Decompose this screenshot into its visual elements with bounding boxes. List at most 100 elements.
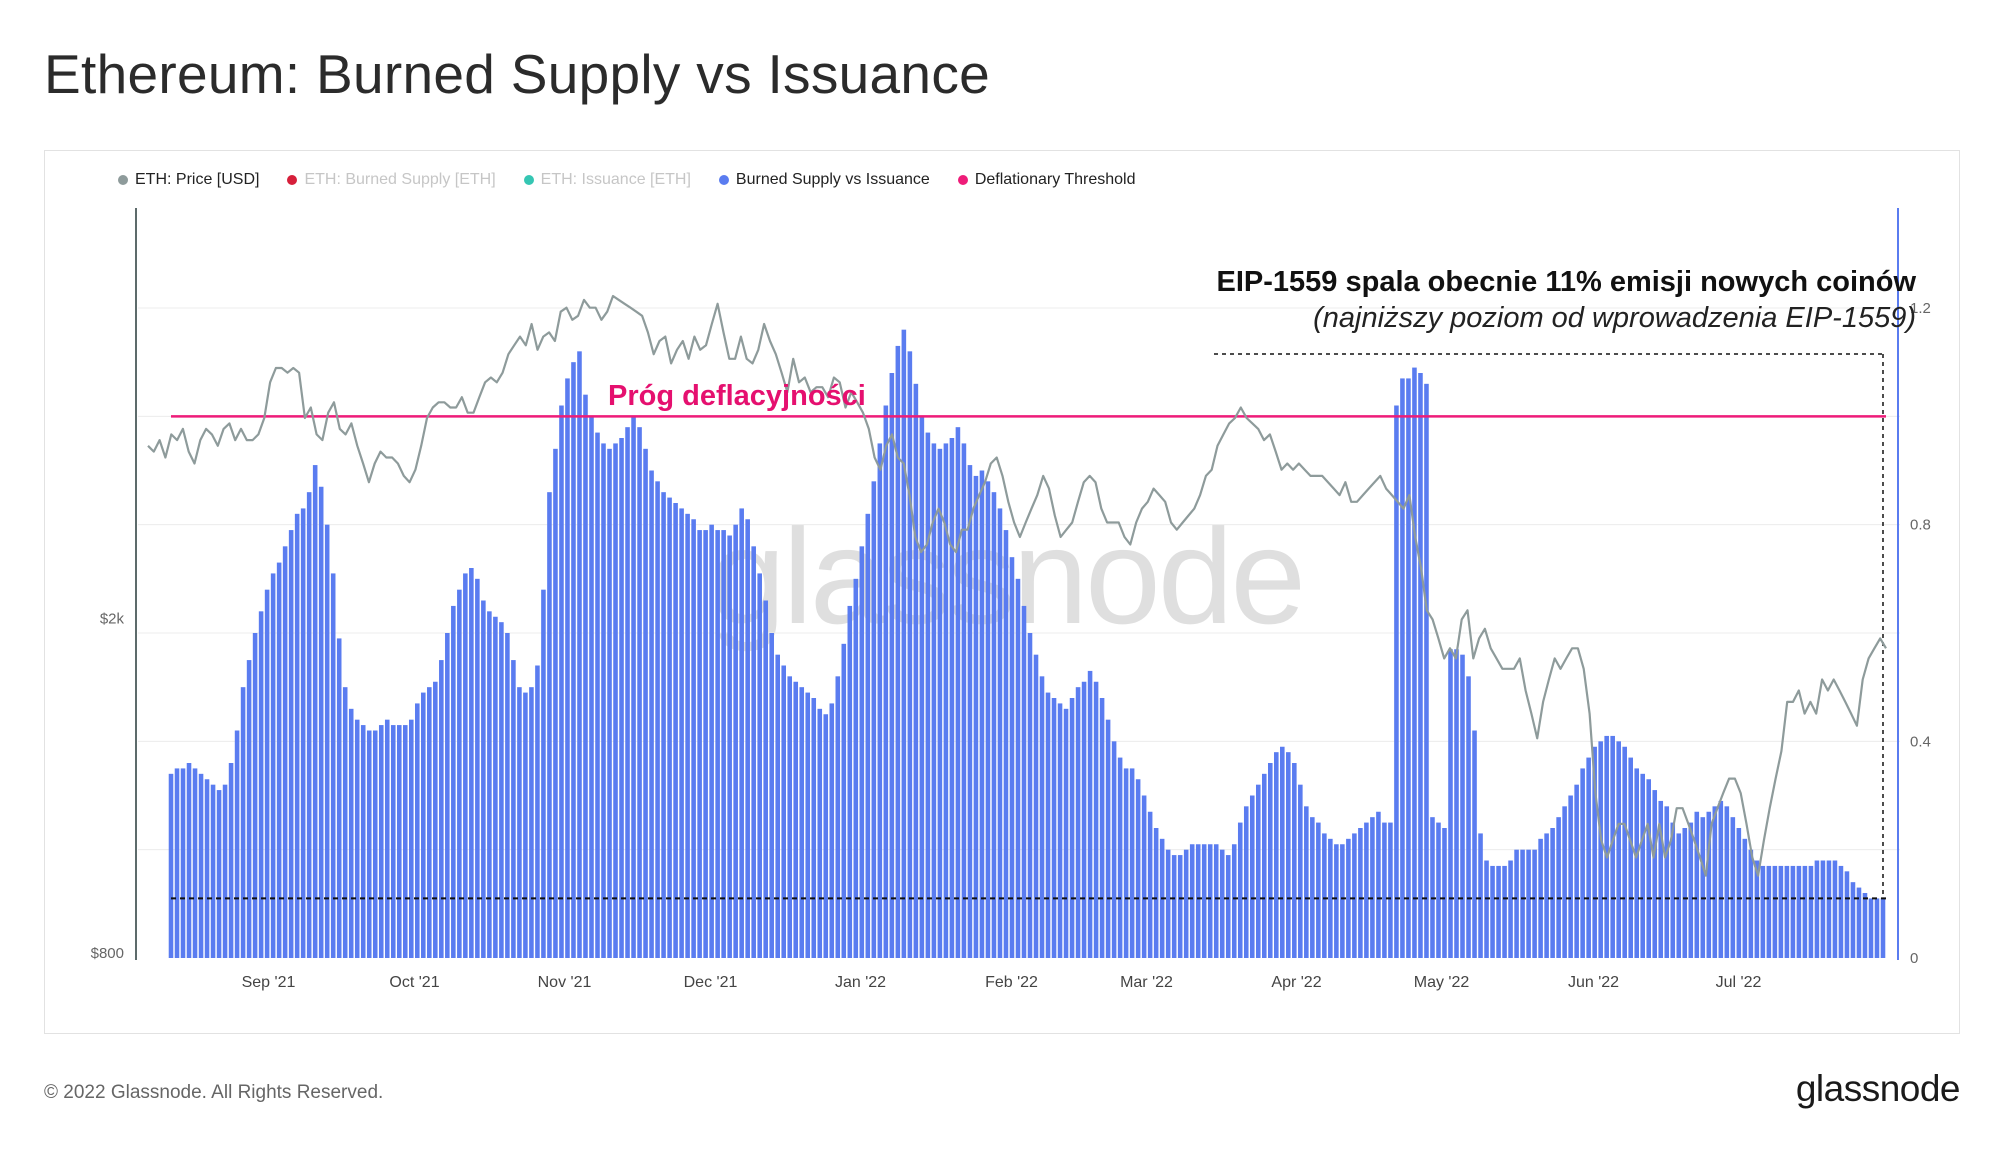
bar bbox=[949, 438, 955, 958]
bar bbox=[481, 600, 486, 958]
bar bbox=[204, 779, 210, 958]
bar bbox=[1748, 849, 1754, 958]
legend-item-deflationary-threshold[interactable]: Deflationary Threshold bbox=[957, 171, 1136, 189]
bar bbox=[1694, 811, 1700, 958]
bar bbox=[1850, 882, 1856, 958]
bar bbox=[1171, 855, 1177, 958]
bar bbox=[1051, 698, 1057, 958]
bar bbox=[1165, 849, 1171, 958]
bar bbox=[433, 681, 438, 958]
bar bbox=[1784, 865, 1790, 958]
bar bbox=[1706, 811, 1712, 958]
bar bbox=[505, 633, 510, 958]
legend-item-price[interactable]: ETH: Price [USD] bbox=[118, 171, 259, 189]
bar bbox=[745, 519, 750, 958]
bar bbox=[763, 600, 768, 958]
bar bbox=[907, 351, 913, 959]
bar bbox=[258, 611, 264, 958]
bar bbox=[1153, 828, 1159, 958]
bar bbox=[330, 573, 336, 958]
bar bbox=[655, 481, 660, 958]
bar bbox=[553, 448, 558, 958]
bar bbox=[757, 573, 762, 958]
bar bbox=[1682, 828, 1688, 958]
bar bbox=[463, 573, 468, 958]
bar bbox=[517, 687, 522, 958]
annotation-sub: (najniższy poziom od wprowadzenia EIP-15… bbox=[1313, 302, 1916, 334]
bar bbox=[1544, 833, 1549, 958]
bar bbox=[811, 698, 817, 958]
bar bbox=[1670, 822, 1676, 958]
bar bbox=[1640, 773, 1645, 958]
bar bbox=[931, 443, 937, 958]
price-line bbox=[147, 294, 1887, 877]
bar bbox=[1832, 860, 1838, 958]
bar bbox=[415, 703, 420, 958]
copyright: © 2022 Glassnode. All Rights Reserved. bbox=[44, 1082, 384, 1103]
bar bbox=[475, 578, 480, 958]
bar bbox=[1466, 676, 1471, 958]
bar bbox=[348, 708, 354, 958]
bar bbox=[1586, 757, 1591, 958]
axes: $800 $2k 0 0.4 0.8 1.2 Sep '21 Oct '21 Nov '21 De… bbox=[91, 208, 1931, 991]
bar bbox=[1430, 817, 1435, 958]
bar bbox=[1862, 893, 1868, 958]
bar bbox=[973, 475, 979, 958]
left-tick-label: $800 bbox=[91, 945, 124, 962]
bar bbox=[1316, 822, 1321, 958]
bar bbox=[1394, 405, 1399, 958]
bar-series bbox=[168, 329, 1886, 959]
bar bbox=[889, 373, 895, 958]
bar bbox=[264, 589, 270, 958]
bar bbox=[1562, 806, 1567, 958]
chart-frame bbox=[44, 150, 1960, 1034]
bar bbox=[336, 638, 342, 958]
bar bbox=[829, 703, 835, 958]
bar bbox=[1442, 828, 1447, 958]
right-tick-label: 0.4 bbox=[1910, 733, 1931, 750]
bar bbox=[1616, 741, 1621, 958]
bar bbox=[469, 568, 474, 958]
bar bbox=[727, 535, 732, 958]
legend-dot-deflationary-threshold bbox=[957, 175, 968, 185]
legend-item-burned-vs-issuance[interactable]: Burned Supply vs Issuance bbox=[718, 171, 930, 189]
bar bbox=[787, 676, 793, 958]
bar bbox=[1478, 833, 1483, 958]
bar bbox=[871, 481, 877, 958]
bar bbox=[1177, 855, 1183, 958]
bar bbox=[1826, 860, 1832, 958]
legend-item-burned-supply[interactable]: ETH: Burned Supply [ETH] bbox=[287, 171, 496, 189]
bar bbox=[186, 763, 192, 958]
bar bbox=[1117, 757, 1123, 958]
x-tick-label: Jul '22 bbox=[1716, 974, 1762, 991]
bar bbox=[985, 481, 991, 958]
bar bbox=[637, 427, 642, 958]
bar bbox=[859, 546, 865, 958]
bar bbox=[1526, 849, 1531, 958]
bar bbox=[613, 443, 618, 958]
bar bbox=[565, 378, 570, 958]
bar bbox=[421, 692, 426, 958]
bar bbox=[955, 427, 961, 958]
bar bbox=[823, 714, 829, 958]
bar bbox=[937, 448, 943, 958]
bar bbox=[1766, 865, 1772, 958]
bar bbox=[643, 448, 648, 958]
bar bbox=[901, 329, 907, 958]
legend-item-issuance[interactable]: ETH: Issuance [ETH] bbox=[523, 171, 691, 189]
bar bbox=[523, 692, 528, 958]
bar bbox=[1280, 746, 1285, 958]
bar bbox=[1574, 784, 1579, 958]
legend-label-burned-vs-issuance: Burned Supply vs Issuance bbox=[735, 171, 930, 188]
bar bbox=[427, 687, 432, 958]
bar bbox=[841, 643, 847, 958]
bar bbox=[493, 616, 498, 958]
bar bbox=[1580, 768, 1585, 958]
legend-label-burned-supply: ETH: Burned Supply [ETH] bbox=[304, 171, 496, 188]
bar bbox=[835, 676, 841, 958]
bar bbox=[192, 768, 198, 958]
bar bbox=[1520, 849, 1525, 958]
bar bbox=[1021, 605, 1027, 958]
bar bbox=[1514, 849, 1519, 958]
